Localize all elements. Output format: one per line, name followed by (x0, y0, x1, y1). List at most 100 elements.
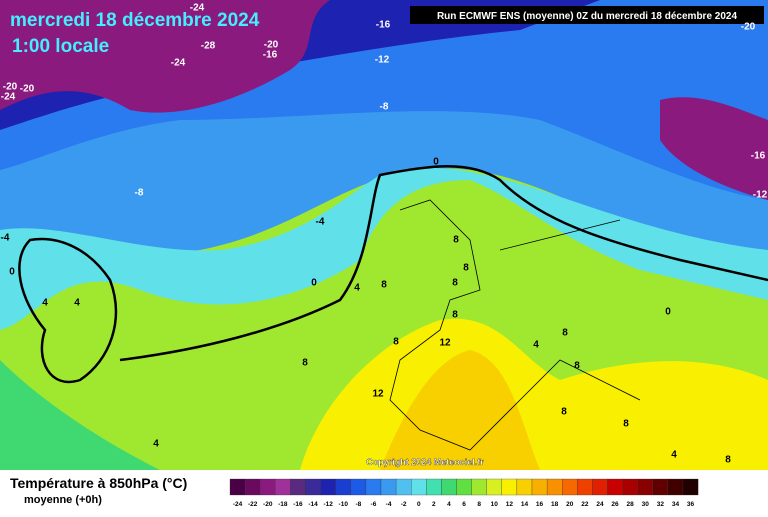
scale-swatch (335, 478, 351, 496)
scale-label: 18 (551, 501, 559, 508)
contour-label: -16 (751, 151, 766, 162)
coastline (389, 199, 641, 451)
scale-swatch (486, 478, 502, 496)
hot-zone (380, 350, 540, 470)
cool-zone (0, 111, 768, 260)
scale-swatch (456, 478, 472, 496)
contour-label: 8 (562, 328, 568, 339)
contour-label: 8 (453, 235, 459, 246)
scale-swatch (441, 478, 457, 496)
contour-label: 0 (665, 307, 671, 318)
scale-swatch (260, 478, 276, 496)
scale-label: 12 (506, 501, 514, 508)
scale-swatch (411, 478, 427, 496)
run-info: Run ECMWF ENS (moyenne) 0Z du mercredi 1… (437, 11, 738, 22)
scale-label: -6 (371, 501, 377, 508)
scale-label: 8 (477, 501, 481, 508)
scale-label: 32 (657, 501, 665, 508)
scale-label: -8 (355, 501, 361, 508)
contour-label: 4 (74, 298, 80, 309)
contour-label: 8 (623, 419, 629, 430)
contour-label: 8 (452, 278, 458, 289)
contour-label: 0 (9, 267, 15, 278)
scale-swatch (516, 478, 533, 496)
contour-label: 8 (574, 361, 580, 372)
scale-swatch (637, 478, 653, 496)
contour-label: 8 (725, 455, 731, 466)
scale-label: -14 (308, 501, 318, 508)
contour-label: 8 (381, 280, 387, 291)
scale-label: 14 (521, 501, 529, 508)
contour-label: -12 (375, 55, 390, 66)
scale-swatch (350, 478, 367, 496)
scale-swatch (290, 478, 306, 496)
scale-label: 6 (462, 501, 466, 508)
scale-label: 2 (432, 501, 436, 508)
contour-label: -20 (3, 82, 18, 93)
scale-swatch (501, 478, 518, 496)
scale-swatch (562, 478, 578, 496)
scale-label: 10 (491, 501, 499, 508)
contour-label: 8 (452, 310, 458, 321)
scale-label: -10 (339, 501, 349, 508)
contour-label: 4 (42, 298, 48, 309)
contour-label: -16 (376, 20, 391, 31)
scale-label: -20 (263, 501, 273, 508)
time: 1:00 locale (12, 36, 109, 57)
contour-label: -20 (264, 40, 279, 51)
scale-swatch (682, 478, 699, 496)
contour-label: -8 (135, 188, 144, 199)
scale-label: -24 (233, 501, 243, 508)
scale-label: -22 (248, 501, 258, 508)
scale-label: -12 (323, 501, 333, 508)
zero-zone (0, 167, 768, 330)
scale-swatch (229, 478, 246, 496)
scale-label: 30 (642, 501, 650, 508)
arctic-zone-e (660, 97, 768, 200)
scale-label: 24 (596, 501, 604, 508)
contour-label: -4 (1, 233, 10, 244)
scale-label: -16 (293, 501, 303, 508)
scale-swatch (667, 478, 684, 496)
contour-label: -8 (380, 102, 389, 113)
mild-zone-w (0, 360, 160, 470)
run-box (410, 6, 764, 24)
contour-label: 4 (671, 450, 677, 461)
contour-label: -16 (263, 50, 278, 61)
scale-swatch (380, 478, 397, 496)
scale-swatch (652, 478, 669, 496)
contour-label: 8 (393, 337, 399, 348)
scale-label: 28 (627, 501, 635, 508)
contour-label: -24 (1, 92, 16, 103)
scale-swatch (622, 478, 638, 496)
scale-swatch (471, 478, 487, 496)
contour-label: 12 (439, 338, 451, 349)
contour-label: -12 (753, 190, 768, 201)
contour-label: 0 (311, 278, 317, 289)
scale-swatch (305, 478, 321, 496)
scale-label: 20 (566, 501, 574, 508)
scale-label: 26 (611, 501, 619, 508)
copyright: Copyright 2024 Meteociel.fr (366, 457, 484, 467)
scale-swatch (320, 478, 336, 496)
scale-label: 4 (447, 501, 451, 508)
scale-swatch (577, 478, 593, 496)
scale-label: 22 (581, 501, 589, 508)
scale-swatch (592, 478, 608, 496)
scale-label: -4 (386, 501, 392, 508)
scale-swatch (531, 478, 548, 496)
scale-swatch (607, 478, 623, 496)
contour-label: 0 (433, 157, 439, 168)
contour-label: 4 (354, 283, 360, 294)
scale-label: 34 (672, 501, 680, 508)
contour-label: -24 (171, 58, 186, 69)
date: mercredi 18 décembre 2024 (10, 10, 260, 31)
scale-label: -18 (278, 501, 288, 508)
scale-swatch (546, 478, 563, 496)
contour-label: 4 (533, 340, 539, 351)
contour-label: -4 (316, 217, 325, 228)
arctic-zone (0, 0, 330, 113)
scale-label: 0 (417, 501, 421, 508)
scale-label: 16 (536, 501, 544, 508)
